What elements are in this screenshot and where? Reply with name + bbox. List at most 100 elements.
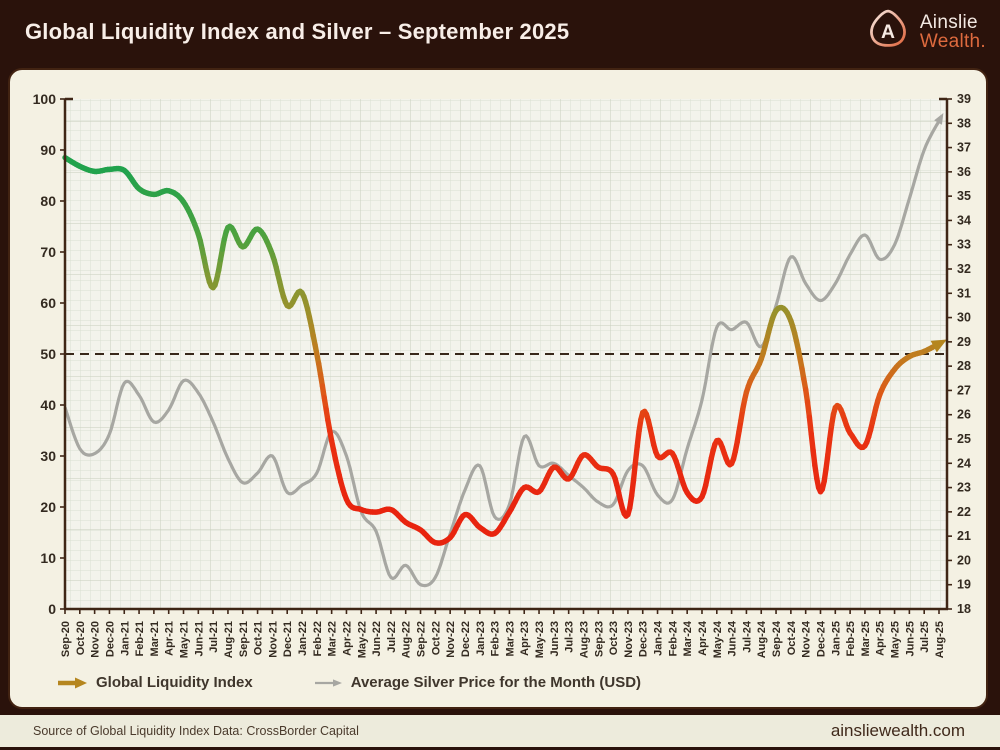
svg-text:Sep-23: Sep-23 [593, 621, 605, 657]
svg-text:Jan-23: Jan-23 [475, 621, 487, 656]
source-note: Source of Global Liquidity Index Data: C… [33, 724, 359, 738]
gray-arrow-icon [314, 678, 342, 687]
svg-text:39: 39 [957, 92, 971, 106]
svg-text:Jan-21: Jan-21 [119, 621, 131, 656]
chart-legend: Global Liquidity Index Average Silver Pr… [58, 674, 641, 691]
svg-text:33: 33 [957, 238, 971, 252]
svg-text:Jan-25: Jan-25 [830, 621, 842, 656]
svg-text:Mar-23: Mar-23 [504, 621, 516, 656]
logo-mark-icon: A [865, 7, 911, 58]
svg-text:18: 18 [957, 602, 971, 616]
svg-text:Feb-22: Feb-22 [312, 621, 324, 656]
svg-text:Dec-21: Dec-21 [282, 621, 294, 657]
svg-text:Jun-21: Jun-21 [193, 621, 205, 656]
svg-text:70: 70 [40, 244, 56, 260]
svg-text:Jul-23: Jul-23 [564, 621, 576, 653]
svg-text:Oct-22: Oct-22 [430, 621, 442, 655]
svg-text:20: 20 [40, 499, 56, 515]
svg-text:Mar-21: Mar-21 [149, 621, 161, 656]
svg-text:Jun-23: Jun-23 [549, 621, 561, 656]
svg-text:Jun-22: Jun-22 [371, 621, 383, 656]
svg-text:Mar-24: Mar-24 [682, 620, 694, 656]
website-text: ainsliewealth.com [830, 721, 965, 740]
svg-text:Mar-25: Mar-25 [860, 621, 872, 656]
svg-text:Sep-21: Sep-21 [238, 621, 250, 657]
legend-item-silver: Average Silver Price for the Month (USD) [314, 674, 641, 691]
svg-text:30: 30 [957, 311, 971, 325]
svg-text:28: 28 [957, 359, 971, 373]
svg-text:May-23: May-23 [534, 621, 546, 658]
svg-text:Aug-24: Aug-24 [756, 620, 768, 658]
page-title: Global Liquidity Index and Silver – Sept… [25, 19, 570, 44]
svg-text:May-25: May-25 [890, 621, 902, 658]
svg-text:May-21: May-21 [179, 621, 191, 658]
svg-text:A: A [881, 21, 895, 42]
header: Global Liquidity Index and Silver – Sept… [0, 0, 1000, 64]
svg-text:Aug-22: Aug-22 [401, 621, 413, 658]
svg-text:Mar-22: Mar-22 [327, 621, 339, 656]
svg-text:Nov-20: Nov-20 [90, 621, 102, 658]
svg-text:29: 29 [957, 335, 971, 349]
svg-text:40: 40 [40, 397, 56, 413]
svg-text:Apr-22: Apr-22 [341, 621, 353, 656]
svg-text:19: 19 [957, 578, 971, 592]
svg-text:Feb-24: Feb-24 [667, 620, 679, 656]
svg-text:Nov-23: Nov-23 [623, 621, 635, 658]
svg-text:Jan-24: Jan-24 [653, 620, 665, 656]
svg-text:30: 30 [40, 448, 56, 464]
svg-text:Jun-25: Jun-25 [904, 621, 916, 656]
svg-text:Oct-23: Oct-23 [608, 621, 620, 655]
svg-text:Aug-21: Aug-21 [223, 621, 235, 658]
tick-labels: 0 10 20 30 40 50 60 70 80 90 100 18 19 20 21 22 23 24 25 26… [33, 91, 971, 658]
svg-text:Oct-21: Oct-21 [253, 621, 265, 655]
chart-svg: 0 10 20 30 40 50 60 70 80 90 100 18 19 20 21 22 23 24 25 26… [33, 91, 971, 658]
svg-text:Jun-24: Jun-24 [727, 620, 739, 656]
legend-label-gli: Global Liquidity Index [96, 674, 253, 691]
svg-text:38: 38 [957, 116, 971, 130]
svg-text:Dec-20: Dec-20 [104, 621, 116, 657]
svg-text:Nov-24: Nov-24 [801, 620, 813, 658]
svg-text:May-22: May-22 [356, 621, 368, 658]
brand-name: Ainslie Wealth. [920, 13, 986, 51]
brand-name-line2: Wealth. [919, 31, 986, 52]
svg-text:Apr-25: Apr-25 [875, 621, 887, 656]
svg-text:100: 100 [33, 91, 57, 107]
silver-arrowhead [934, 112, 944, 125]
svg-text:26: 26 [957, 408, 971, 422]
legend-item-gli: Global Liquidity Index [58, 674, 253, 691]
svg-text:Sep-24: Sep-24 [771, 620, 783, 657]
svg-text:Feb-25: Feb-25 [845, 621, 857, 656]
gold-arrow-icon [58, 677, 87, 688]
svg-text:Jul-22: Jul-22 [386, 621, 398, 653]
svg-text:Apr-24: Apr-24 [697, 620, 709, 656]
svg-text:Dec-22: Dec-22 [460, 621, 472, 657]
svg-text:25: 25 [957, 432, 971, 446]
svg-text:Feb-21: Feb-21 [134, 621, 146, 656]
svg-text:Aug-23: Aug-23 [578, 621, 590, 658]
svg-text:Apr-21: Apr-21 [164, 621, 176, 656]
svg-text:23: 23 [957, 481, 971, 495]
svg-text:Aug-25: Aug-25 [934, 621, 946, 658]
svg-text:21: 21 [957, 529, 971, 543]
svg-text:Sep-22: Sep-22 [416, 621, 428, 657]
svg-text:May-24: May-24 [712, 620, 724, 658]
svg-text:50: 50 [40, 346, 56, 362]
svg-text:Nov-22: Nov-22 [445, 621, 457, 658]
svg-text:80: 80 [40, 193, 56, 209]
svg-text:Dec-24: Dec-24 [815, 620, 827, 657]
svg-text:Apr-23: Apr-23 [519, 621, 531, 656]
svg-text:22: 22 [957, 505, 971, 519]
svg-text:Jul-25: Jul-25 [919, 621, 931, 653]
svg-text:35: 35 [957, 189, 971, 203]
brand-logo: A Ainslie Wealth. [865, 7, 986, 58]
svg-text:Sep-20: Sep-20 [60, 621, 72, 657]
svg-text:0: 0 [48, 601, 56, 617]
svg-text:60: 60 [40, 295, 56, 311]
gold-arrowhead [930, 339, 947, 353]
svg-text:34: 34 [957, 213, 971, 227]
chart-card: 0 10 20 30 40 50 60 70 80 90 100 18 19 20 21 22 23 24 25 26… [8, 68, 988, 709]
svg-text:20: 20 [957, 553, 971, 567]
svg-text:Jul-21: Jul-21 [208, 621, 220, 653]
footer: Source of Global Liquidity Index Data: C… [0, 715, 1000, 747]
